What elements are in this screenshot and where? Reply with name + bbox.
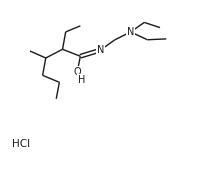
Text: O: O — [73, 67, 81, 77]
Text: HCl: HCl — [12, 139, 30, 149]
Text: N: N — [97, 45, 104, 55]
Text: H: H — [78, 75, 85, 85]
Text: N: N — [127, 27, 134, 37]
